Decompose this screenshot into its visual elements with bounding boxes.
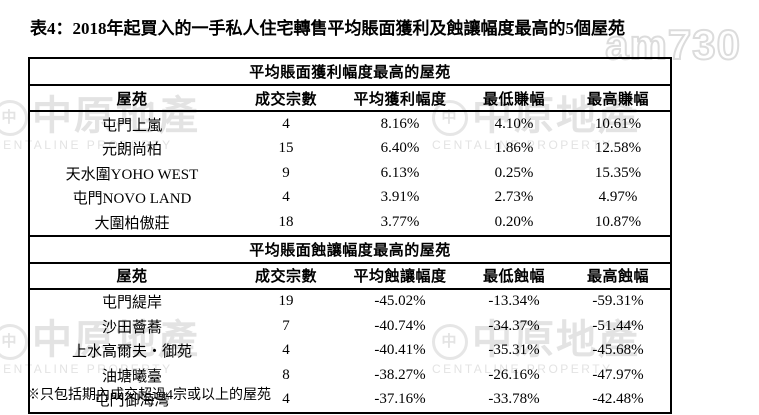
cell-avg: -37.16% — [374, 391, 426, 408]
table-row: 元朗尚柏 15 6.40% 1.86% 12.58% — [28, 136, 672, 161]
watermark-badge-icon: 中 — [0, 100, 28, 137]
cell-count: 4 — [282, 391, 290, 408]
col-header-estate: 屋苑 — [28, 85, 234, 112]
resale-summary-table: 平均賬面獲利幅度最高的屋苑 屋苑 成交宗數 平均獲利幅度 最低賺幅 最高賺幅 屯… — [28, 57, 672, 415]
cell-count: 4 — [282, 189, 290, 206]
cell-count: 9 — [282, 164, 290, 181]
cell-count: 18 — [278, 213, 294, 230]
cell-min: 0.25% — [494, 164, 534, 181]
cell-estate: 大圍柏傲莊 — [28, 210, 234, 236]
section-title-row: 平均賬面獲利幅度最高的屋苑 — [28, 57, 672, 86]
cell-min: 0.20% — [494, 213, 534, 230]
cell-max: -51.44% — [566, 314, 672, 339]
table-row: 天水圍YOHO WEST 9 6.13% 0.25% 15.35% — [28, 161, 672, 186]
section-title-losers: 平均賬面蝕讓幅度最高的屋苑 — [28, 234, 672, 264]
column-header-row-gainers: 屋苑 成交宗數 平均獲利幅度 最低賺幅 最高賺幅 — [28, 85, 672, 112]
cell-estate: 屯門御海灣 — [28, 387, 234, 413]
cell-avg: -45.02% — [374, 293, 426, 310]
cell-estate: 屯門上嵐 — [28, 111, 234, 137]
cell-max: 10.87% — [566, 210, 672, 236]
cell-max: 12.58% — [566, 136, 672, 161]
section-title-row: 平均賬面蝕讓幅度最高的屋苑 — [28, 234, 672, 264]
cell-max: -42.48% — [566, 387, 672, 413]
cell-max: -59.31% — [566, 288, 672, 314]
cell-count: 19 — [278, 293, 294, 310]
col-header-avg-gain: 平均獲利幅度 — [338, 85, 462, 112]
col-header-estate: 屋苑 — [28, 262, 234, 290]
cell-max: -47.97% — [566, 363, 672, 388]
cell-avg: 8.16% — [380, 115, 420, 132]
section-title-gainers: 平均賬面獲利幅度最高的屋苑 — [28, 57, 672, 86]
cell-max: 4.97% — [566, 185, 672, 210]
cell-min: -35.31% — [488, 342, 540, 359]
cell-count: 7 — [282, 317, 290, 334]
cell-min: 4.10% — [494, 115, 534, 132]
cell-min: -26.16% — [488, 366, 540, 383]
cell-count: 4 — [282, 115, 290, 132]
cell-avg: 3.91% — [380, 189, 420, 206]
cell-max: 10.61% — [566, 111, 672, 137]
cell-estate: 沙田薈蕎 — [28, 314, 234, 339]
col-header-transaction-count: 成交宗數 — [234, 262, 338, 290]
cell-count: 4 — [282, 342, 290, 359]
table-row: 屯門御海灣 4 -37.16% -33.78% -42.48% — [28, 387, 672, 413]
table-row: 上水高爾夫・御苑 4 -40.41% -35.31% -45.68% — [28, 338, 672, 363]
cell-count: 8 — [282, 366, 290, 383]
cell-avg: 3.77% — [380, 213, 420, 230]
col-header-max-gain: 最高賺幅 — [566, 85, 672, 112]
cell-estate: 元朗尚柏 — [28, 136, 234, 161]
cell-max: -45.68% — [566, 338, 672, 363]
cell-estate: 上水高爾夫・御苑 — [28, 338, 234, 363]
cell-min: -13.34% — [488, 293, 540, 310]
cell-avg: -40.74% — [374, 317, 426, 334]
table-row: 屯門緹岸 19 -45.02% -13.34% -59.31% — [28, 288, 672, 314]
cell-avg: 6.13% — [380, 164, 420, 181]
col-header-transaction-count: 成交宗數 — [234, 85, 338, 112]
cell-estate: 油塘曦臺 — [28, 363, 234, 388]
cell-count: 15 — [278, 140, 294, 157]
page-title: 表4：2018年起買入的一手私人住宅轉售平均賬面獲利及蝕讓幅度最高的5個屋苑 — [30, 19, 625, 38]
table-bottom-border — [29, 412, 671, 415]
table-footnote: ※只包括期內成交超過4宗或以上的屋苑 — [26, 388, 271, 403]
cell-avg: -40.41% — [374, 342, 426, 359]
table-bottom-border-cell — [29, 412, 671, 415]
cell-min: 2.73% — [494, 189, 534, 206]
table-row: 屯門上嵐 4 8.16% 4.10% 10.61% — [28, 111, 672, 137]
col-header-min-loss: 最低蝕幅 — [462, 262, 566, 290]
cell-avg: -38.27% — [374, 366, 426, 383]
col-header-avg-loss: 平均蝕讓幅度 — [338, 262, 462, 290]
table-row: 大圍柏傲莊 18 3.77% 0.20% 10.87% — [28, 210, 672, 236]
cell-max: 15.35% — [566, 161, 672, 186]
col-header-max-loss: 最高蝕幅 — [566, 262, 672, 290]
table-row: 沙田薈蕎 7 -40.74% -34.37% -51.44% — [28, 314, 672, 339]
cell-min: -34.37% — [488, 317, 540, 334]
cell-estate: 屯門NOVO LAND — [28, 185, 234, 210]
cell-avg: 6.40% — [380, 140, 420, 157]
cell-estate: 天水圍YOHO WEST — [28, 161, 234, 186]
col-header-min-gain: 最低賺幅 — [462, 85, 566, 112]
cell-estate: 屯門緹岸 — [28, 288, 234, 314]
table-row: 油塘曦臺 8 -38.27% -26.16% -47.97% — [28, 363, 672, 388]
column-header-row-losers: 屋苑 成交宗數 平均蝕讓幅度 最低蝕幅 最高蝕幅 — [28, 262, 672, 290]
cell-min: -33.78% — [488, 391, 540, 408]
cell-min: 1.86% — [494, 140, 534, 157]
table-row: 屯門NOVO LAND 4 3.91% 2.73% 4.97% — [28, 185, 672, 210]
watermark-badge-icon: 中 — [0, 324, 28, 361]
